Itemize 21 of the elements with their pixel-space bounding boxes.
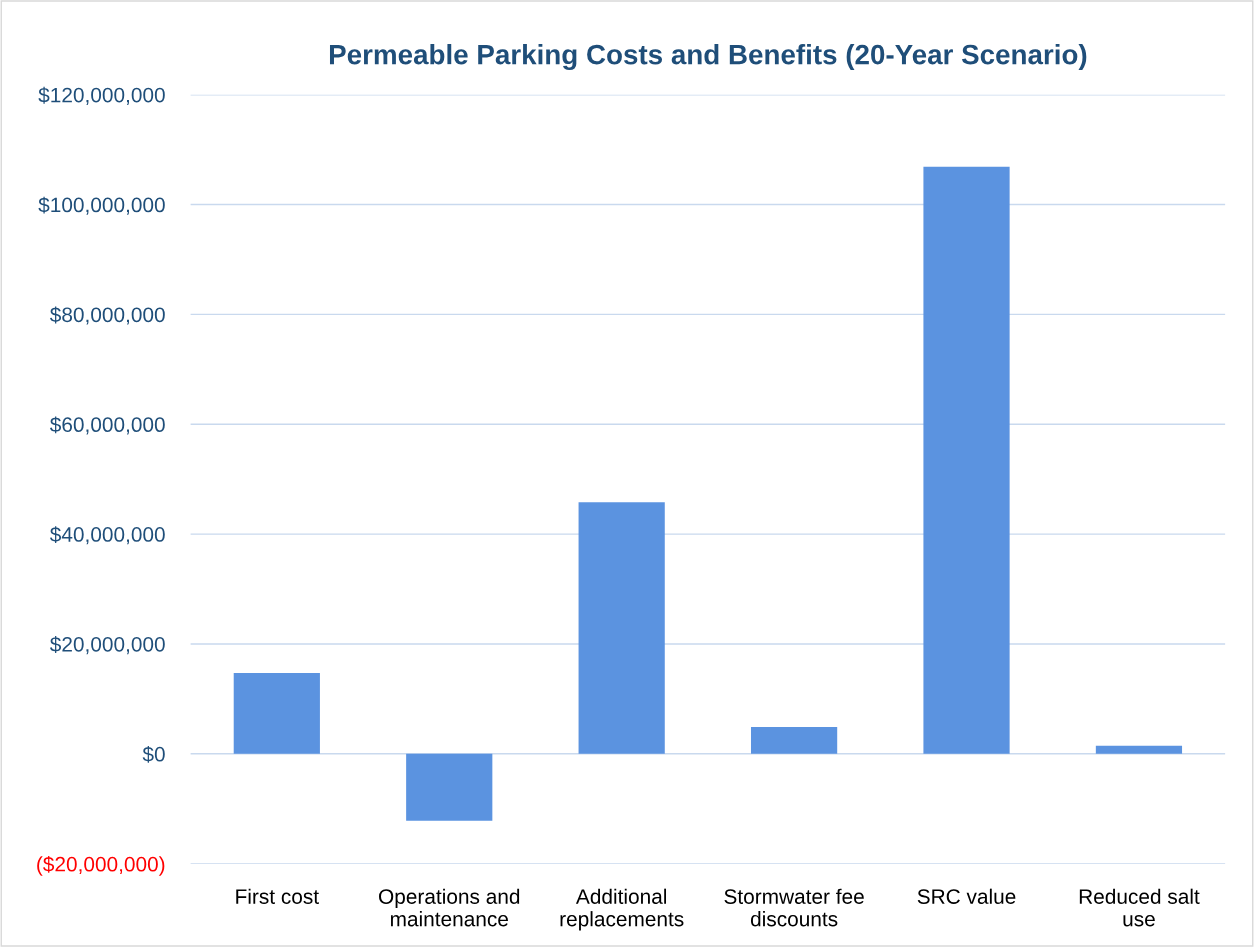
bar — [406, 753, 493, 821]
x-tick-label: Reduced salt use — [1079, 888, 1200, 927]
y-tick-label: $80,000,000 — [49, 306, 165, 325]
x-tick-label: Operations and maintenance — [379, 888, 520, 927]
y-tick-label: $120,000,000 — [38, 86, 165, 105]
y-tick-label: $40,000,000 — [49, 526, 165, 545]
y-tick-label: $0 — [142, 745, 165, 763]
bar — [923, 166, 1010, 754]
y-tick-label: $60,000,000 — [49, 416, 165, 435]
bar — [750, 726, 838, 754]
bar — [578, 502, 665, 754]
x-tick-label: First cost — [236, 888, 319, 904]
bar — [1095, 745, 1183, 754]
y-tick-label: ($20,000,000) — [37, 855, 165, 876]
bar — [233, 673, 320, 754]
chart-title: Permeable Parking Costs and Benefits (20-Year Scenario) — [329, 44, 1087, 71]
y-tick-label: $20,000,000 — [49, 636, 165, 655]
x-tick-label: SRC value — [917, 888, 1016, 904]
x-tick-label: Stormwater fee discounts — [724, 888, 864, 927]
x-tick-label: Additional replacements — [560, 888, 684, 931]
y-tick-label: $100,000,000 — [38, 196, 165, 215]
